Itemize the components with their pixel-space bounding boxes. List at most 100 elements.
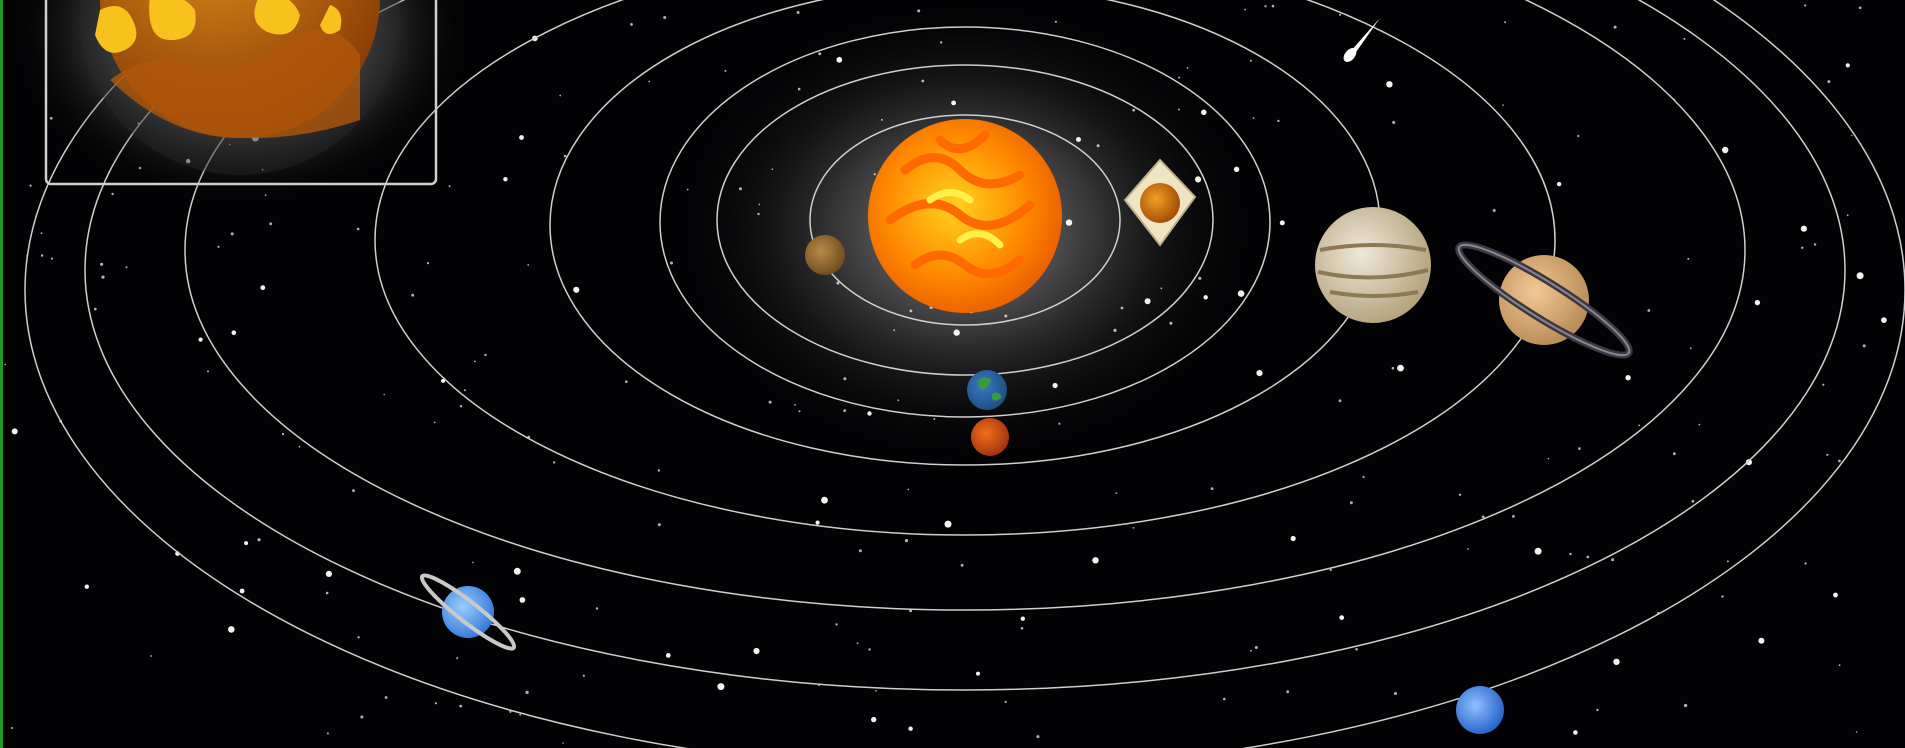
star bbox=[563, 154, 567, 158]
sun[interactable] bbox=[868, 119, 1062, 313]
star bbox=[4, 363, 7, 366]
orbit-6 bbox=[184, 0, 1746, 611]
star bbox=[1092, 557, 1099, 564]
star bbox=[1683, 37, 1686, 40]
star bbox=[1132, 108, 1136, 112]
star bbox=[1020, 627, 1024, 630]
star bbox=[1547, 457, 1550, 460]
star bbox=[1052, 382, 1058, 389]
star bbox=[880, 118, 883, 121]
star bbox=[904, 539, 909, 543]
star bbox=[281, 432, 285, 436]
star bbox=[441, 378, 446, 383]
star bbox=[357, 636, 360, 639]
star bbox=[1198, 276, 1202, 280]
star bbox=[871, 716, 877, 723]
star bbox=[11, 428, 18, 435]
star bbox=[933, 418, 936, 420]
star bbox=[1481, 515, 1485, 519]
zoom-panel[interactable] bbox=[10, 0, 470, 205]
star bbox=[360, 715, 364, 719]
star bbox=[1392, 121, 1396, 124]
star bbox=[1020, 616, 1025, 621]
saturn-ring-edge bbox=[1457, 243, 1631, 357]
planet-jupiter[interactable] bbox=[1315, 207, 1431, 323]
orbit-3 bbox=[659, 26, 1271, 418]
starfield bbox=[4, 2, 1887, 744]
star bbox=[1596, 708, 1599, 712]
star bbox=[1233, 166, 1240, 172]
star bbox=[1076, 137, 1081, 142]
star bbox=[665, 653, 671, 658]
star bbox=[1845, 63, 1850, 68]
star bbox=[1758, 637, 1765, 644]
planet-mercury[interactable] bbox=[805, 235, 845, 275]
star bbox=[1492, 209, 1496, 212]
star bbox=[1004, 700, 1007, 704]
star bbox=[1338, 399, 1342, 403]
star bbox=[474, 360, 476, 363]
star bbox=[843, 409, 847, 412]
star bbox=[724, 69, 727, 72]
star bbox=[1054, 20, 1057, 23]
star bbox=[1277, 119, 1280, 123]
star bbox=[976, 671, 980, 676]
star bbox=[100, 262, 104, 266]
star bbox=[1813, 243, 1817, 246]
star bbox=[909, 609, 913, 613]
star bbox=[1355, 648, 1358, 651]
star bbox=[1804, 4, 1807, 7]
comet-icon[interactable] bbox=[1341, 18, 1380, 64]
planet-earth[interactable] bbox=[967, 370, 1007, 410]
star bbox=[1855, 731, 1858, 733]
star bbox=[1096, 144, 1100, 148]
planet-mars[interactable] bbox=[971, 418, 1009, 456]
star bbox=[459, 704, 463, 708]
star bbox=[771, 168, 774, 170]
star bbox=[1177, 108, 1180, 111]
star bbox=[150, 655, 153, 657]
star bbox=[858, 549, 862, 553]
star bbox=[960, 563, 964, 567]
star bbox=[207, 370, 209, 373]
star bbox=[798, 410, 801, 413]
star bbox=[1647, 309, 1651, 312]
star bbox=[1838, 459, 1841, 463]
star bbox=[325, 591, 329, 595]
star bbox=[909, 309, 913, 313]
star bbox=[1827, 80, 1831, 84]
planet-saturn[interactable] bbox=[1450, 232, 1639, 369]
star bbox=[595, 607, 599, 610]
star bbox=[1577, 134, 1580, 138]
star bbox=[1210, 487, 1214, 490]
star bbox=[907, 488, 910, 491]
star bbox=[1458, 493, 1462, 496]
star bbox=[456, 657, 459, 660]
planet-neptune[interactable] bbox=[1456, 686, 1504, 734]
star bbox=[448, 185, 451, 188]
planet-venus[interactable] bbox=[1123, 158, 1197, 247]
star bbox=[40, 232, 43, 235]
star bbox=[856, 642, 859, 645]
star bbox=[1160, 287, 1163, 290]
star bbox=[1569, 552, 1572, 556]
star bbox=[1684, 703, 1688, 708]
planet-uranus[interactable] bbox=[416, 568, 520, 655]
star bbox=[1504, 21, 1507, 24]
star bbox=[1578, 447, 1581, 450]
star bbox=[717, 683, 725, 691]
star bbox=[1169, 321, 1173, 325]
star bbox=[815, 520, 820, 525]
star bbox=[1726, 560, 1729, 563]
earth-continents bbox=[977, 377, 1002, 401]
star bbox=[1329, 568, 1332, 572]
star bbox=[111, 192, 114, 196]
star bbox=[1856, 272, 1864, 280]
star bbox=[953, 329, 960, 336]
venus-body bbox=[1140, 183, 1180, 223]
star bbox=[1800, 225, 1807, 232]
star bbox=[1672, 452, 1676, 456]
star bbox=[50, 257, 54, 260]
jupiter-body bbox=[1315, 207, 1431, 323]
star bbox=[433, 421, 436, 424]
